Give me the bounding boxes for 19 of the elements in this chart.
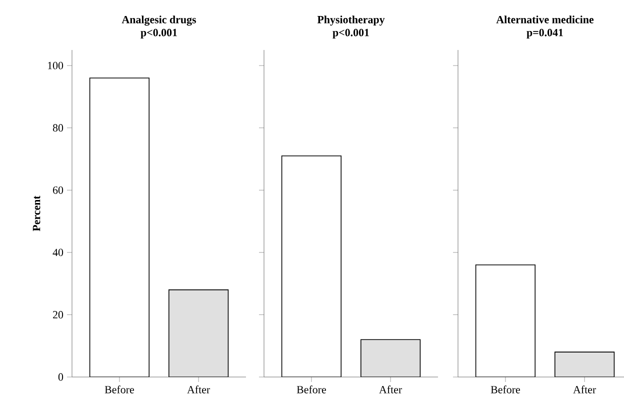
y-tick-label: 0 <box>58 373 64 381</box>
chart-title: Physiotherapy <box>317 16 385 26</box>
x-tick-label: After <box>379 386 402 394</box>
y-tick-label: 60 <box>52 186 64 194</box>
y-tick-label: 40 <box>52 248 64 256</box>
y-tick-label: 80 <box>52 124 64 132</box>
chart-title: Alternative medicine <box>496 16 594 24</box>
chart-subtitle: p<0.001 <box>140 28 177 38</box>
chart-subtitle: p<0.001 <box>332 28 369 38</box>
x-tick-label: Before <box>296 386 326 394</box>
x-tick-label: Before <box>490 386 520 394</box>
chart-title: Analgesic drugs <box>122 16 196 26</box>
x-tick-label: After <box>573 386 596 394</box>
y-axis-title: Percent <box>32 196 40 232</box>
y-tick-label: 100 <box>48 62 64 70</box>
y-tick-label: 20 <box>53 311 64 318</box>
x-tick-label: After <box>187 386 210 394</box>
chart-subtitle: p=0.041 <box>526 28 563 38</box>
x-tick-label: Before <box>104 386 134 394</box>
